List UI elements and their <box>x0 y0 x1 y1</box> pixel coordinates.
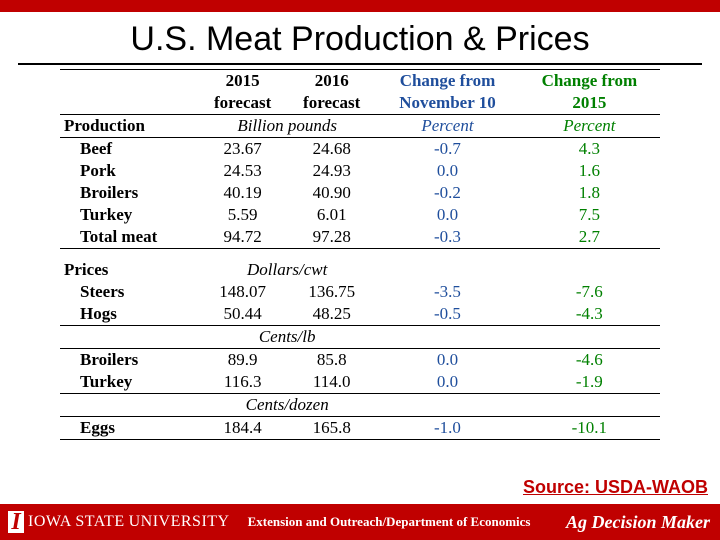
unit-billion-pounds: Billion pounds <box>198 115 376 138</box>
row-hogs: Hogs50.4448.25-0.5-4.3 <box>60 303 660 326</box>
row-turkey: Turkey5.596.010.07.5 <box>60 204 660 226</box>
unit-dollars-cwt: Dollars/cwt <box>198 259 376 281</box>
col-change-nov: Change from <box>376 70 519 93</box>
unit-percent-2: Percent <box>519 115 660 138</box>
unit-cents-lb: Cents/lb <box>198 325 376 348</box>
page-title: U.S. Meat Production & Prices <box>0 12 720 63</box>
footer-left: I IOWA STATE UNIVERSITY Extension and Ou… <box>0 504 530 540</box>
prices-header-row: Prices Dollars/cwt <box>60 259 660 281</box>
isu-logo: I IOWA STATE UNIVERSITY <box>0 511 230 533</box>
meat-table: 2015 2016 Change from Change from foreca… <box>60 69 660 440</box>
row-beef: Beef23.6724.68-0.74.3 <box>60 138 660 161</box>
header-row-1: 2015 2016 Change from Change from <box>60 70 660 93</box>
row-broilers2: Broilers89.985.80.0-4.6 <box>60 348 660 371</box>
source-label: Source: USDA-WAOB <box>523 477 708 498</box>
row-steers: Steers148.07136.75-3.5-7.6 <box>60 281 660 303</box>
section-production: Production <box>60 115 198 138</box>
header-row-2: forecast forecast November 10 2015 <box>60 92 660 115</box>
row-eggs: Eggs184.4165.8-1.0-10.1 <box>60 416 660 439</box>
isu-i-icon: I <box>8 511 24 533</box>
isu-iowa: IOWA STATE <box>28 513 125 530</box>
section-prices: Prices <box>60 259 198 281</box>
department-label: Extension and Outreach/Department of Eco… <box>240 514 531 530</box>
unit-cents-lb-row: Cents/lb <box>60 325 660 348</box>
data-table-wrap: 2015 2016 Change from Change from foreca… <box>0 65 720 440</box>
production-header-row: Production Billion pounds Percent Percen… <box>60 115 660 138</box>
col-2015: 2015 <box>198 70 287 93</box>
col-2016: 2016 <box>287 70 376 93</box>
adm-main: Ag Decision Maker <box>566 512 710 532</box>
isu-univ: UNIVERSITY <box>129 513 230 530</box>
row-broilers: Broilers40.1940.90-0.21.8 <box>60 182 660 204</box>
row-pork: Pork24.5324.930.01.6 <box>60 160 660 182</box>
unit-cents-dozen-row: Cents/dozen <box>60 393 660 416</box>
col-change-2015: Change from <box>519 70 660 93</box>
unit-cents-dozen: Cents/dozen <box>198 393 376 416</box>
top-accent-bar <box>0 0 720 12</box>
ag-decision-maker: Ag Decision Maker <box>566 514 710 530</box>
footer-bar: I IOWA STATE UNIVERSITY Extension and Ou… <box>0 504 720 540</box>
row-total: Total meat94.7297.28-0.32.7 <box>60 226 660 249</box>
unit-percent-1: Percent <box>376 115 519 138</box>
row-turkey2: Turkey116.3114.00.0-1.9 <box>60 371 660 394</box>
